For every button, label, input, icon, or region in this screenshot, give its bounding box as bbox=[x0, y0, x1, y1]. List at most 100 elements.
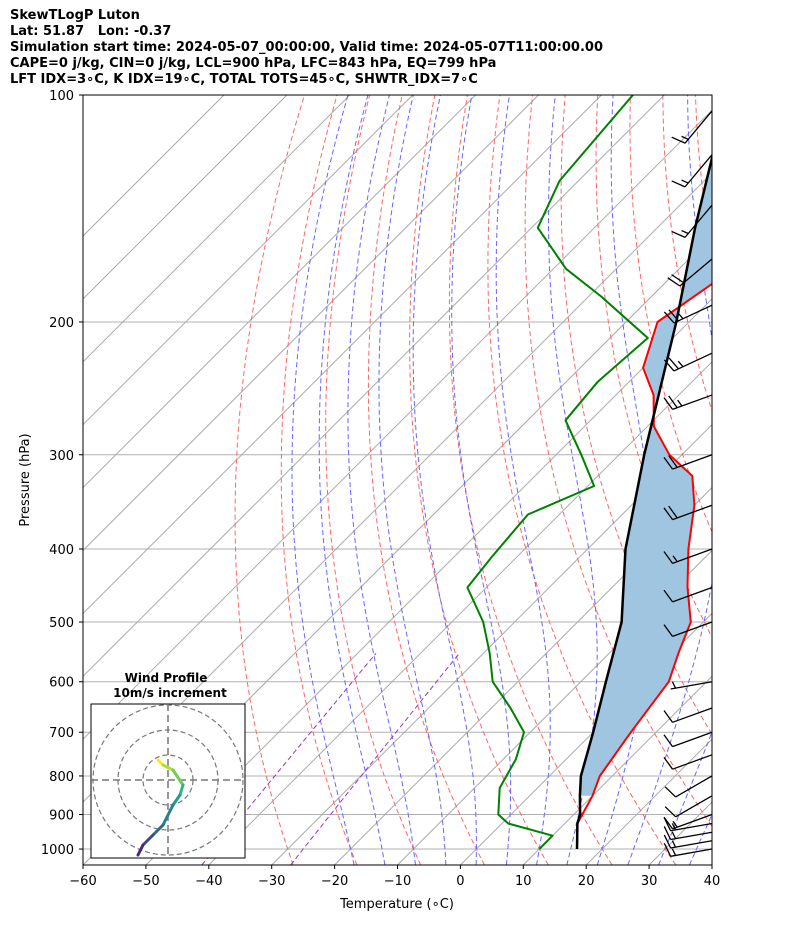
wind-barb-staff bbox=[670, 831, 713, 841]
moist-adiabat-line bbox=[548, 95, 598, 865]
wind-barb-flag bbox=[664, 806, 677, 818]
wind-barb bbox=[667, 258, 713, 287]
wind-barb-flag bbox=[668, 455, 678, 468]
moist-adiabat-line bbox=[658, 730, 712, 865]
isotherm-line bbox=[83, 95, 602, 615]
isotherm-line bbox=[145, 298, 712, 865]
y-tick-label: 300 bbox=[49, 449, 74, 464]
x-axis-ticks: −60 −50 −40 −30 −20 −10 0 10 20 30 40 bbox=[69, 865, 720, 889]
isotherm-line bbox=[83, 95, 539, 552]
wind-barb-flag bbox=[671, 230, 686, 238]
wind-barb-flag bbox=[668, 309, 679, 322]
dry-adiabat-line bbox=[280, 95, 358, 865]
isotherm-line bbox=[711, 864, 712, 865]
hodograph-segment bbox=[178, 783, 185, 797]
y-tick-label: 400 bbox=[49, 543, 74, 558]
wind-barb-staff bbox=[670, 848, 713, 857]
dry-adiabat-line bbox=[448, 95, 613, 865]
wind-barb-flag bbox=[663, 624, 674, 637]
wind-barb-flag bbox=[671, 274, 685, 284]
wind-barb bbox=[671, 204, 713, 238]
x-tick-label: 20 bbox=[578, 874, 595, 889]
wind-barb-flag bbox=[663, 456, 674, 470]
wind-barbs bbox=[663, 110, 713, 857]
wind-barb-flag bbox=[663, 826, 672, 840]
x-tick-label: −60 bbox=[69, 874, 96, 889]
wind-barb-flag bbox=[663, 816, 674, 830]
dry-adiabat-line bbox=[234, 95, 305, 865]
dry-adiabat-line bbox=[662, 95, 712, 413]
wind-barb bbox=[663, 352, 713, 372]
title-line-indices: LFT IDX=3∘C, K IDX=19∘C, TOTAL TOTS=45∘C… bbox=[10, 72, 478, 87]
y-tick-label: 700 bbox=[49, 726, 74, 741]
moist-adiabat-line bbox=[495, 95, 551, 865]
wind-barb-flag bbox=[668, 395, 678, 409]
wind-barb-half-flag bbox=[671, 840, 677, 848]
wind-barb-flag bbox=[663, 311, 675, 324]
wind-barb-staff bbox=[672, 394, 713, 411]
hodograph-segment bbox=[171, 793, 182, 807]
hodograph-content bbox=[91, 704, 245, 858]
isotherm-line bbox=[83, 95, 476, 489]
y-tick-label: 1000 bbox=[41, 843, 74, 858]
wind-barb bbox=[663, 586, 713, 603]
isotherm-line bbox=[83, 109, 712, 740]
wind-barb-flag bbox=[664, 786, 677, 798]
wind-barb-flag bbox=[668, 505, 678, 519]
isotherm-line bbox=[83, 95, 288, 300]
wind-barb-half-flag bbox=[677, 399, 683, 407]
temperature-line bbox=[576, 282, 712, 850]
moist-adiabat-line bbox=[378, 95, 447, 865]
wind-barb-half-flag bbox=[671, 823, 677, 831]
moist-adiabat-line bbox=[627, 95, 712, 865]
wind-barb-half-flag bbox=[681, 229, 689, 235]
isotherm-line bbox=[83, 95, 665, 678]
wind-barb bbox=[663, 754, 713, 770]
profile-lines bbox=[466, 95, 712, 850]
y-tick-label: 900 bbox=[49, 809, 74, 824]
x-tick-label: −40 bbox=[195, 874, 222, 889]
dry-adiabat-line bbox=[325, 95, 422, 865]
title-line-cape: CAPE=0 j/kg, CIN=0 j/kg, LCL=900 hPa, LF… bbox=[10, 56, 497, 71]
hodograph-segment bbox=[161, 803, 175, 827]
hodograph-segment bbox=[136, 843, 145, 857]
hodograph-segment bbox=[141, 833, 155, 847]
y-tick-label: 500 bbox=[49, 616, 74, 631]
wind-barb bbox=[663, 454, 713, 470]
wind-barb bbox=[663, 394, 713, 411]
wind-barb-staff bbox=[670, 681, 713, 690]
wind-barb bbox=[671, 110, 713, 144]
wind-barb bbox=[663, 842, 713, 857]
x-tick-label: 0 bbox=[456, 874, 464, 889]
moist-adiabat-line bbox=[318, 95, 386, 865]
wind-barb-staff bbox=[673, 352, 713, 372]
x-tick-label: −30 bbox=[258, 874, 285, 889]
isotherm-line bbox=[83, 95, 414, 426]
wind-barb-half-flag bbox=[671, 681, 677, 689]
y-tick-label: 100 bbox=[49, 89, 74, 104]
y-tick-label: 800 bbox=[49, 770, 74, 785]
wind-barb-staff bbox=[684, 154, 713, 188]
isotherm-line bbox=[83, 95, 225, 237]
x-tick-label: 30 bbox=[641, 874, 658, 889]
wind-barb-staff bbox=[672, 621, 713, 638]
hodograph-inset: Wind Profile 10m/s increment bbox=[90, 671, 246, 859]
wind-barb-staff bbox=[672, 707, 713, 723]
isotherm-line bbox=[334, 486, 712, 865]
wind-barb bbox=[664, 795, 713, 818]
wind-barb-half-flag bbox=[671, 848, 677, 856]
wind-barb-staff bbox=[684, 110, 713, 144]
hodograph-segment bbox=[171, 768, 185, 787]
wind-barb-staff bbox=[672, 454, 713, 470]
wind-barb-staff bbox=[672, 731, 713, 748]
wind-barb-flag bbox=[663, 842, 672, 857]
wind-barb-flag bbox=[668, 357, 679, 370]
wind-barb bbox=[663, 504, 713, 521]
wind-barb bbox=[663, 304, 713, 324]
moist-adiabat-line bbox=[347, 95, 416, 865]
wind-barb-staff bbox=[672, 813, 713, 830]
chart-title-block: SkewTLogP Luton Lat: 51.87 Lon: -0.37 Si… bbox=[10, 8, 603, 88]
wind-barb-staff bbox=[673, 304, 713, 324]
dry-adiabat-line bbox=[409, 95, 549, 865]
